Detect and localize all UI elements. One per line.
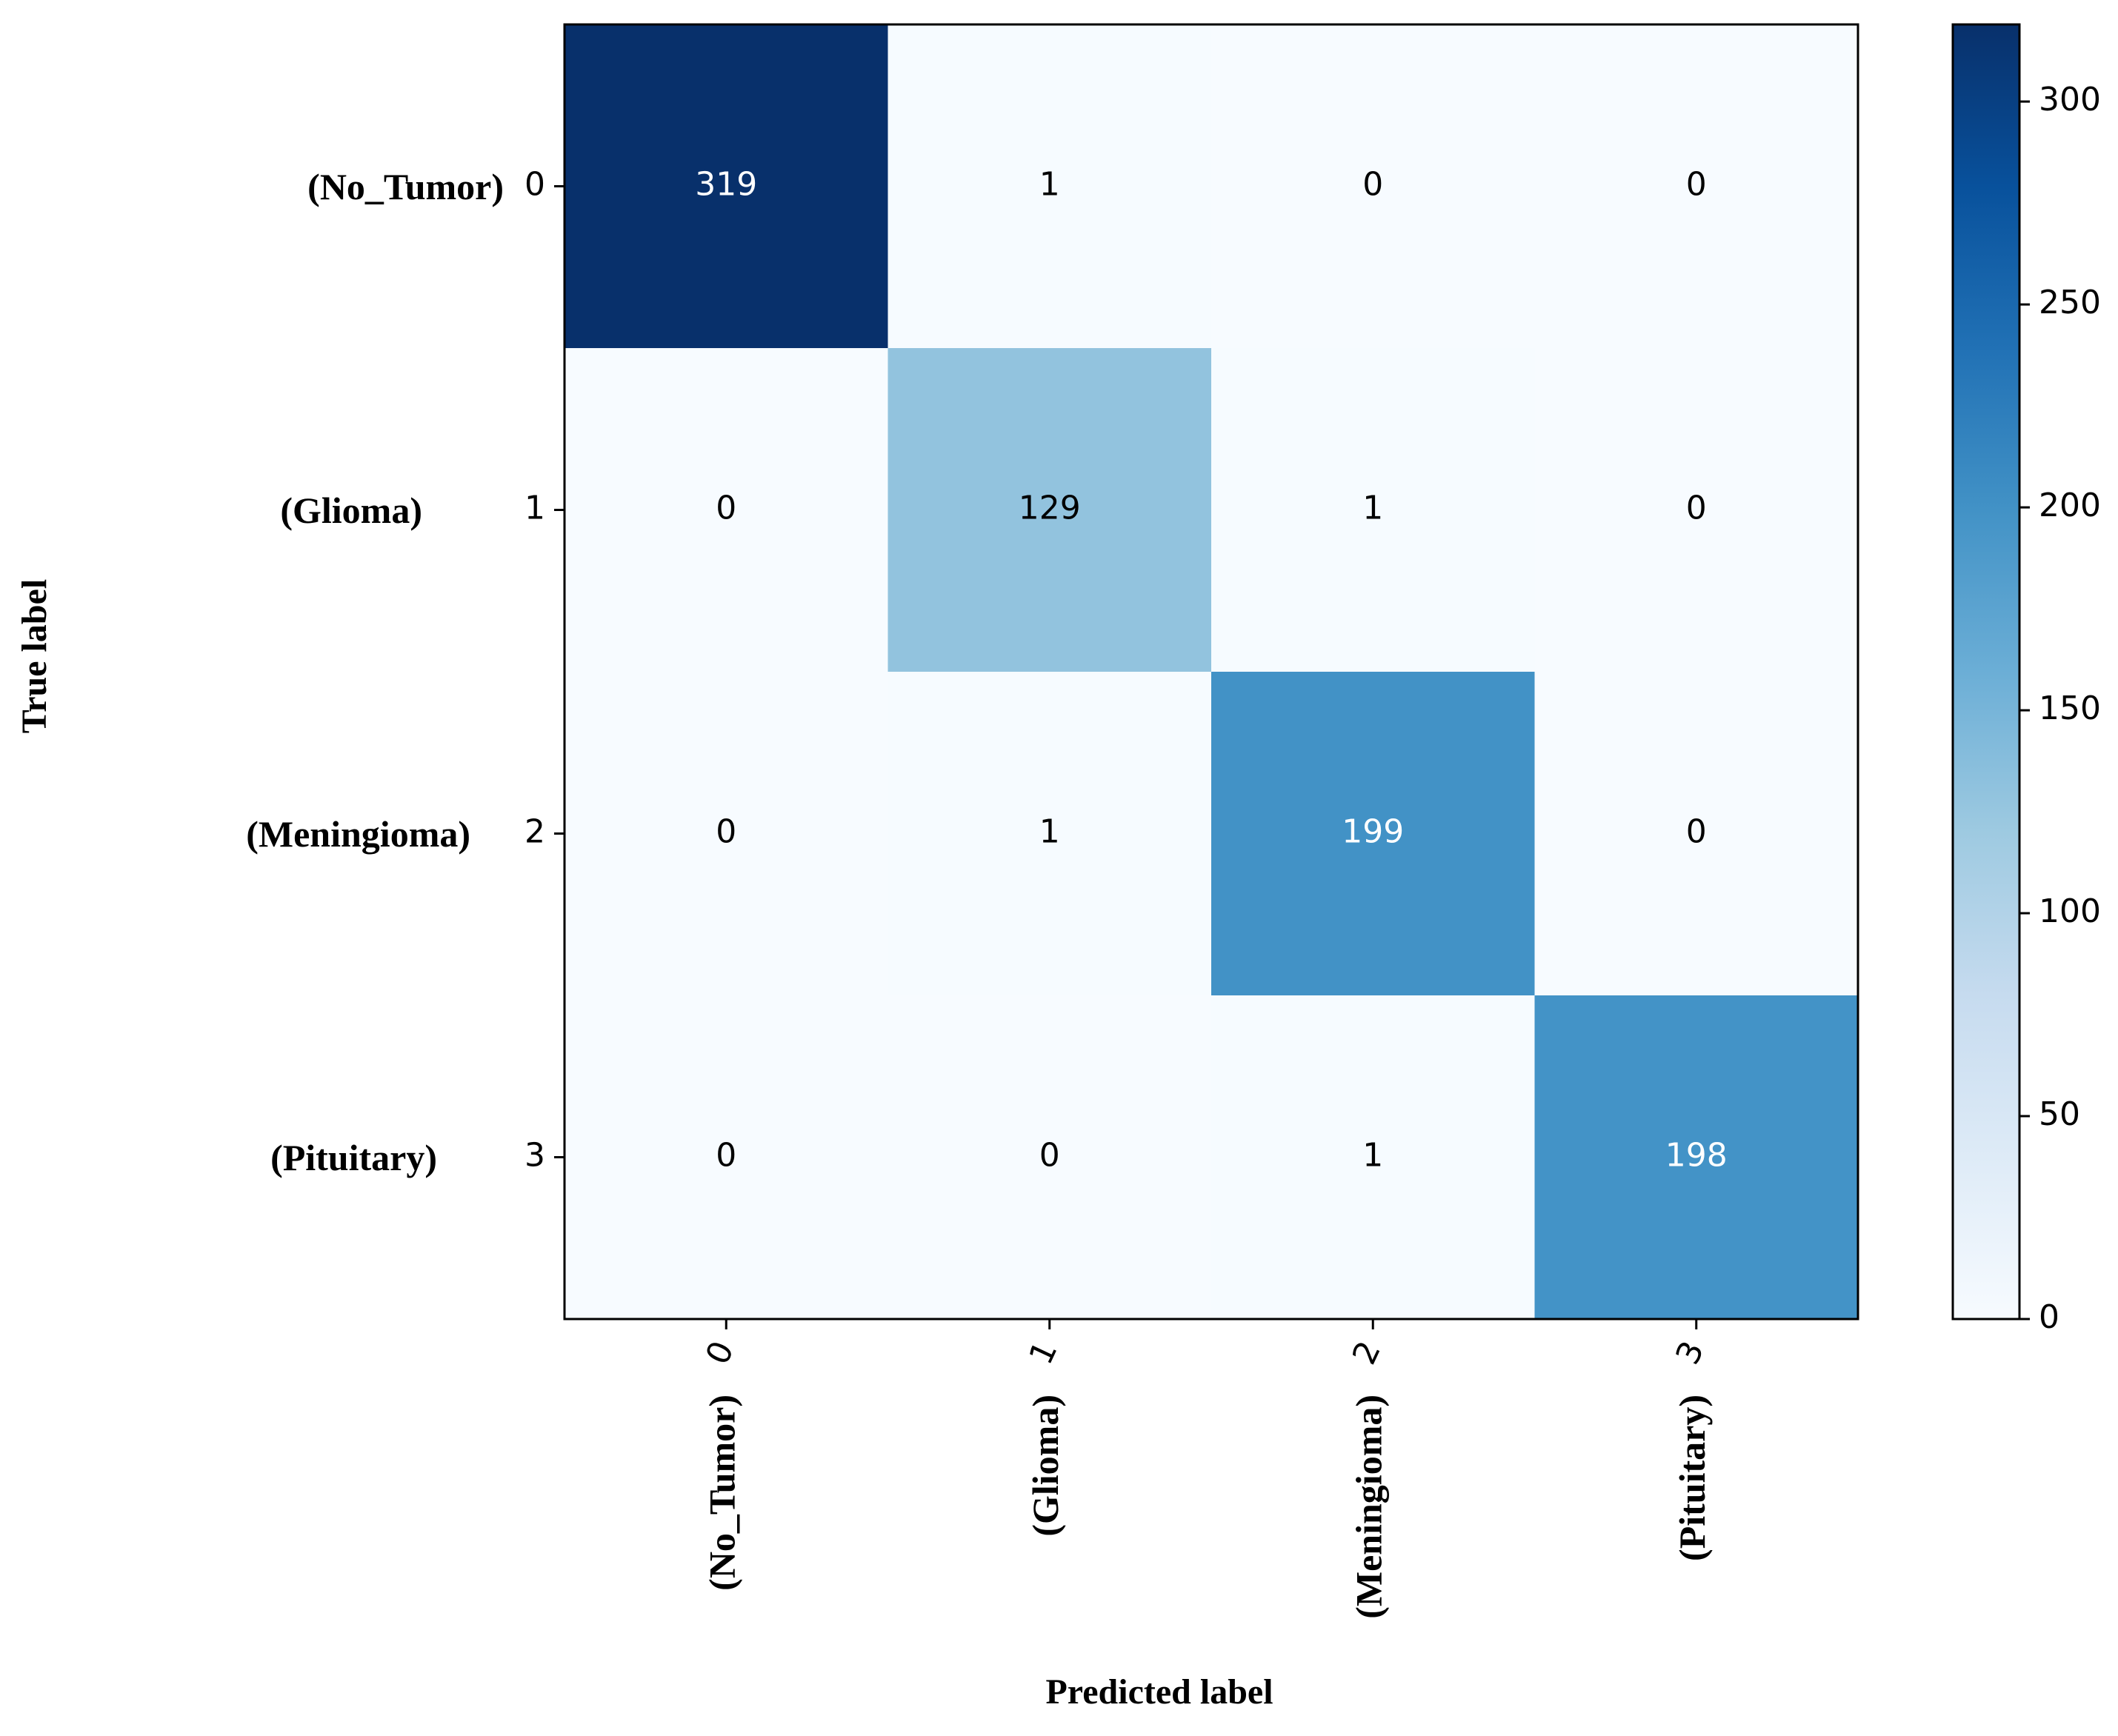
- cell-value-r1-c1: 129: [1019, 490, 1081, 527]
- cell-value-r2-c2: 199: [1342, 813, 1404, 851]
- cell-r2-c1: [888, 672, 1212, 996]
- cell-value-r0-c0: 319: [695, 166, 757, 204]
- cell-r0-c3: [1534, 24, 1859, 349]
- cell-value-r0-c2: 0: [1362, 166, 1383, 204]
- cell-value-r3-c1: 0: [1039, 1137, 1060, 1175]
- cell-r0-c0: [565, 24, 888, 349]
- cell-value-r0-c3: 0: [1686, 166, 1707, 204]
- cell-value-r1-c3: 0: [1686, 490, 1707, 527]
- colorbar-tick-label-0: 0: [2039, 1298, 2059, 1336]
- x-axis: 0 (No_Tumor) 1 (Glioma) 2 (Meningioma) 3 (Pitui…: [699, 1319, 1713, 1619]
- x-tick-label-1: 1: [1022, 1335, 1065, 1370]
- cell-r0-c1: [888, 24, 1212, 349]
- x-class-label-3: (Pituitary): [1671, 1395, 1713, 1561]
- y-axis: 0 (No_Tumor) 1 (Glioma) 2 (Meningioma) 3 (Pitui…: [246, 166, 565, 1178]
- colorbar-tick-label-3: 150: [2039, 690, 2101, 727]
- cell-r1-c1: [888, 348, 1212, 672]
- colorbar-tick-label-6: 300: [2039, 81, 2101, 118]
- y-tick-label-3: 3: [524, 1137, 545, 1175]
- y-class-label-3: (Pituitary): [270, 1137, 437, 1178]
- heatmap-cells: [565, 24, 1859, 1320]
- cell-value-r1-c2: 1: [1362, 490, 1383, 527]
- cell-value-r1-c0: 0: [716, 490, 736, 527]
- x-tick-label-2: 2: [1345, 1335, 1388, 1370]
- cell-r1-c2: [1211, 348, 1535, 672]
- x-class-label-1: (Glioma): [1025, 1395, 1066, 1537]
- cell-value-r2-c3: 0: [1686, 813, 1707, 851]
- cell-value-r3-c0: 0: [716, 1137, 736, 1175]
- cell-value-r3-c2: 1: [1362, 1137, 1383, 1175]
- cell-r3-c1: [888, 995, 1212, 1320]
- x-axis-title: Predicted label: [1045, 1672, 1273, 1712]
- y-axis-title: True label: [15, 579, 54, 733]
- y-tick-label-2: 2: [524, 813, 545, 851]
- x-tick-label-0: 0: [699, 1335, 742, 1370]
- y-class-label-2: (Meningioma): [246, 813, 470, 855]
- colorbar-gradient: [1951, 23, 2021, 1321]
- cell-r1-c0: [565, 348, 888, 672]
- cell-value-r3-c3: 198: [1665, 1137, 1728, 1175]
- colorbar-ticks: 0 50 100 150 200 250 300: [2019, 81, 2101, 1336]
- cell-value-r2-c1: 1: [1039, 813, 1060, 851]
- cell-r3-c2: [1211, 995, 1535, 1320]
- cell-r0-c2: [1211, 24, 1535, 349]
- colorbar-tick-label-2: 100: [2039, 892, 2101, 930]
- y-tick-label-0: 0: [524, 166, 545, 204]
- heatmap-cell-labels: 319 1 0 0 0 129 1 0 0 1 199 0 0 0 1 198: [695, 166, 1727, 1175]
- cell-r3-c3: [1534, 995, 1859, 1320]
- colorbar-tick-label-4: 200: [2039, 487, 2101, 524]
- colorbar: 0 50 100 150 200 250 300: [1951, 23, 2101, 1336]
- x-class-label-0: (No_Tumor): [702, 1395, 743, 1591]
- x-class-label-2: (Meningioma): [1348, 1395, 1390, 1619]
- cell-r1-c3: [1534, 348, 1859, 672]
- y-tick-label-1: 1: [524, 490, 545, 527]
- cell-value-r0-c1: 1: [1039, 166, 1060, 204]
- cell-r3-c0: [565, 995, 888, 1320]
- cell-r2-c3: [1534, 672, 1859, 996]
- colorbar-tick-label-1: 50: [2039, 1095, 2080, 1133]
- colorbar-tick-label-5: 250: [2039, 284, 2101, 321]
- x-tick-label-3: 3: [1669, 1335, 1712, 1370]
- cell-r2-c0: [565, 672, 888, 996]
- cell-r2-c2: [1211, 672, 1535, 996]
- cell-value-r2-c0: 0: [716, 813, 736, 851]
- y-class-label-1: (Glioma): [280, 490, 422, 531]
- plot-frame: [563, 23, 1859, 1321]
- y-class-label-0: (No_Tumor): [307, 166, 504, 207]
